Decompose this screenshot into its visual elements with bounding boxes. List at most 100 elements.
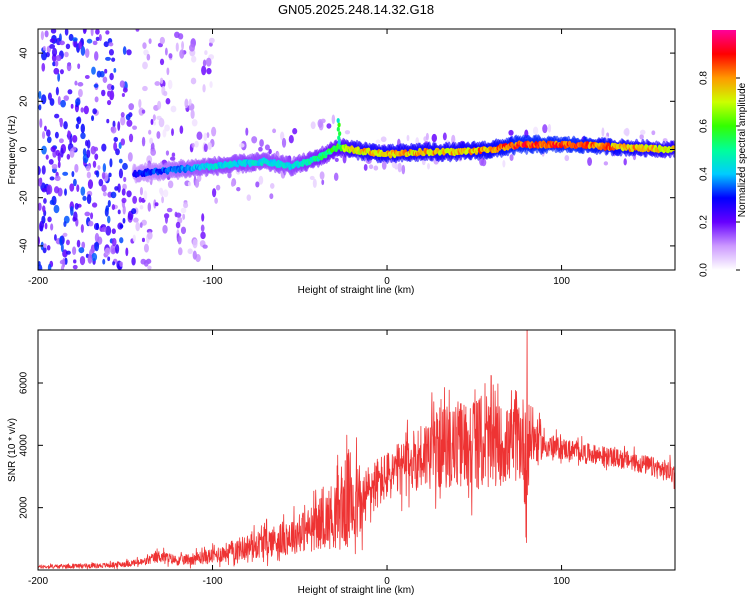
heatmap-noise-cell — [509, 154, 514, 161]
heatmap-noise-cell — [451, 134, 456, 145]
heatmap-noise-cell — [163, 90, 168, 97]
heatmap-noise-cell — [41, 145, 47, 155]
heatmap-noise-cell — [59, 236, 63, 246]
heatmap-noise-cell — [128, 103, 135, 111]
heatmap-noise-cell — [603, 161, 609, 166]
heatmap-noise-cell — [148, 129, 152, 135]
snr-y-tick-label: 2000 — [19, 496, 30, 519]
heatmap-noise-cell — [46, 136, 52, 144]
heatmap-noise-cell — [78, 41, 82, 50]
heatmap-noise-cell — [113, 136, 119, 143]
heatmap-noise-cell — [110, 126, 117, 134]
heatmap-noise-cell — [70, 103, 74, 109]
colorbar-ticks: 0.0 0.2 0.4 0.6 0.8 — [699, 71, 740, 277]
heatmap-noise-cell — [179, 49, 185, 59]
heatmap-noise-cell — [64, 29, 69, 36]
heatmap-noise-cell — [72, 246, 77, 256]
heatmap-noise-cell — [86, 194, 92, 205]
heatmap-noise-cell — [57, 73, 61, 82]
heatmap-y-tick-label: 0 — [19, 146, 30, 152]
heatmap-noise-cell — [105, 225, 112, 236]
heatmap-noise-cell — [55, 54, 62, 62]
heatmap-noise-cell — [177, 235, 182, 245]
heatmap-noise-cell — [60, 99, 66, 108]
heatmap-noise-cell — [119, 80, 125, 88]
heatmap-noise-cell — [118, 158, 123, 164]
heatmap-noise-cell — [320, 118, 326, 124]
heatmap-marks — [38, 29, 675, 270]
heatmap-noise-cell — [41, 62, 46, 72]
heatmap-noise-cell — [63, 95, 70, 102]
heatmap-noise-cell — [102, 191, 107, 197]
heatmap-noise-cell — [334, 157, 339, 163]
heatmap-x-tick-label: -100 — [203, 276, 223, 287]
heatmap-noise-cell — [122, 162, 128, 170]
heatmap-noise-cell — [251, 136, 258, 144]
heatmap-noise-cell — [122, 87, 128, 93]
heatmap-noise-cell — [38, 264, 43, 270]
heatmap-noise-cell — [215, 184, 221, 191]
heatmap-noise-cell — [143, 49, 149, 56]
heatmap-noise-cell — [45, 154, 49, 160]
heatmap-noise-cell — [81, 241, 86, 249]
heatmap-noise-cell — [102, 76, 108, 83]
heatmap-noise-cell — [138, 99, 142, 109]
heatmap-noise-cell — [76, 116, 82, 125]
heatmap-noise-cell — [139, 186, 143, 196]
heatmap-noise-cell — [92, 40, 98, 46]
heatmap-noise-cell — [112, 120, 116, 128]
heatmap-noise-cell — [66, 62, 72, 72]
heatmap-noise-cell — [502, 160, 506, 168]
heatmap-noise-cell — [120, 115, 126, 126]
heatmap-noise-cell — [126, 190, 132, 198]
heatmap-noise-cell — [74, 202, 79, 210]
heatmap-noise-cell — [97, 165, 101, 171]
heatmap-noise-cell — [230, 180, 235, 187]
heatmap-noise-cell — [141, 219, 147, 226]
heatmap-noise-cell — [53, 67, 60, 75]
heatmap-noise-cell — [77, 63, 81, 70]
heatmap-x-tick-label: 100 — [553, 276, 570, 287]
heatmap-noise-cell — [51, 47, 58, 57]
snr-y-tick-label: 4000 — [19, 434, 30, 457]
heatmap-noise-cell — [115, 244, 120, 254]
heatmap-noise-cell — [69, 183, 75, 192]
heatmap-noise-cell — [166, 67, 170, 76]
heatmap-noise-cell — [84, 74, 90, 79]
heatmap-noise-cell — [125, 247, 129, 257]
heatmap-noise-cell — [442, 132, 447, 141]
heatmap-noise-cell — [111, 57, 116, 62]
heatmap-noise-cell — [104, 247, 111, 256]
heatmap-noise-cell — [147, 231, 153, 240]
heatmap-noise-cell — [191, 118, 198, 127]
heatmap-noise-cell — [82, 195, 87, 201]
heatmap-noise-cell — [94, 96, 99, 103]
heatmap-noise-cell — [165, 98, 171, 105]
heatmap-spike-cell — [337, 135, 341, 141]
heatmap-noise-cell — [171, 128, 174, 137]
heatmap-noise-cell — [292, 128, 298, 135]
heatmap-noise-cell — [123, 176, 127, 182]
heatmap-noise-cell — [121, 197, 127, 204]
heatmap-noise-cell — [142, 85, 148, 92]
heatmap-noise-cell — [321, 179, 325, 186]
heatmap-noise-cell — [38, 177, 43, 187]
colorbar-tick-label: 0.4 — [699, 167, 710, 181]
heatmap-noise-cell — [70, 205, 74, 216]
heatmap-noise-cell — [203, 143, 208, 153]
heatmap-noise-cell — [109, 158, 113, 168]
heatmap-noise-cell — [200, 231, 206, 240]
heatmap-noise-cell — [175, 42, 179, 52]
heatmap-noise-cell — [67, 130, 71, 140]
heatmap-noise-cell — [108, 49, 114, 56]
heatmap-noise-cell — [64, 188, 67, 196]
heatmap-noise-cell — [53, 204, 60, 214]
colorbar-tick-label: 0.8 — [699, 71, 710, 85]
heatmap-noise-cell — [54, 234, 57, 241]
heatmap-noise-cell — [39, 118, 43, 128]
heatmap-noise-cell — [380, 136, 387, 143]
heatmap-noise-cell — [128, 133, 134, 143]
heatmap-noise-cell — [122, 205, 126, 215]
